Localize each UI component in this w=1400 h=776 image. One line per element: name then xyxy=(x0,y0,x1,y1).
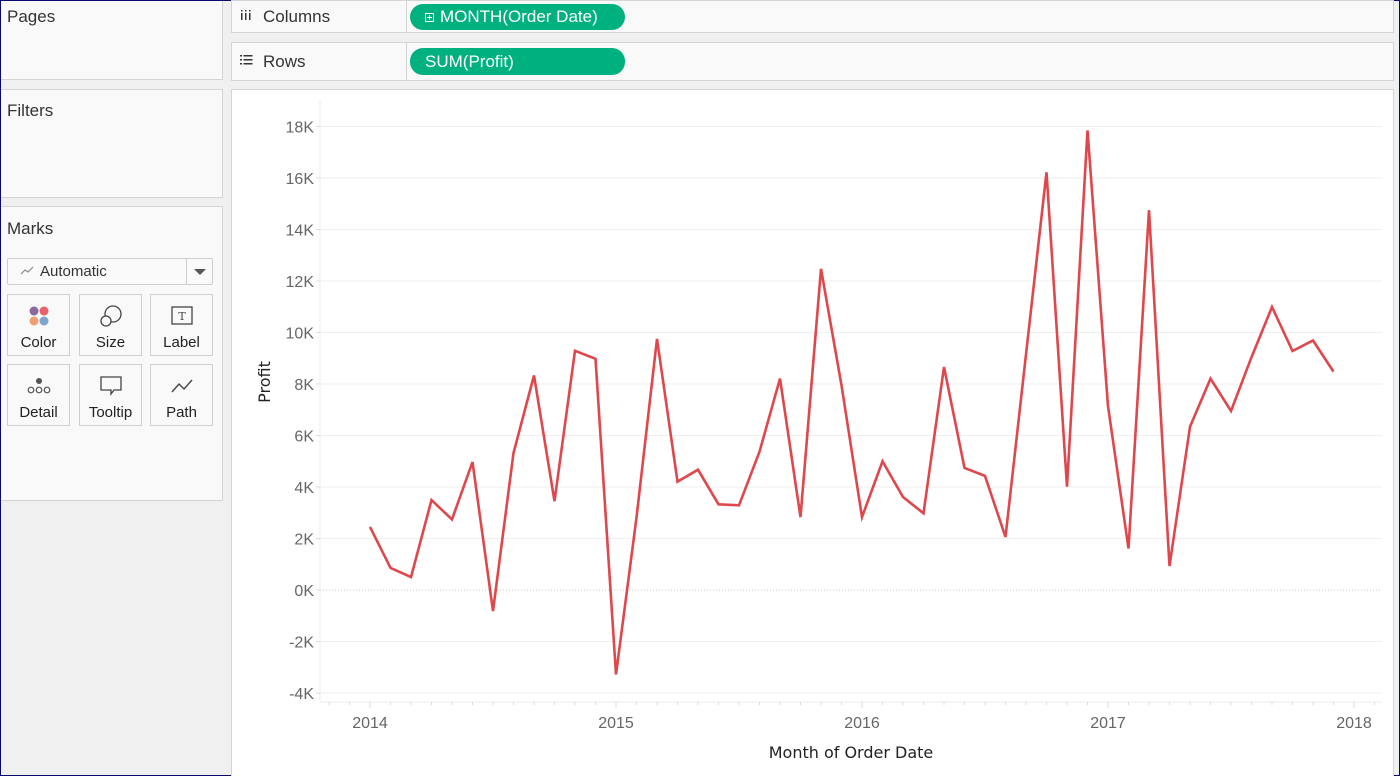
size-label: Size xyxy=(95,334,126,351)
size-button[interactable]: Size xyxy=(79,294,142,356)
y-tick-label: -4K xyxy=(289,686,314,703)
color-icon xyxy=(28,301,50,331)
label-button[interactable]: T Label xyxy=(150,294,213,356)
columns-icon xyxy=(240,9,254,24)
gridlines xyxy=(320,126,1382,694)
y-tick-label: 12K xyxy=(286,274,315,291)
sum-profit-pill[interactable]: SUM(Profit) xyxy=(410,48,625,75)
y-tick-label: 8K xyxy=(294,377,314,394)
viz-pane[interactable]: 18K 16K 14K 12K 10K 8K 6K 4K 2K 0K -2K -4K 2014 2015… xyxy=(231,89,1394,776)
path-icon xyxy=(170,371,193,401)
x-tick-label: 2015 xyxy=(598,715,634,732)
mark-type-label: Automatic xyxy=(40,263,107,280)
mark-type-dropdown[interactable]: Automatic xyxy=(7,258,213,285)
line-mark-icon xyxy=(20,265,34,279)
line-chart[interactable]: 18K 16K 14K 12K 10K 8K 6K 4K 2K 0K -2K -4K 2014 2015… xyxy=(232,90,1395,776)
svg-text:T: T xyxy=(178,310,186,323)
x-tick-label: 2016 xyxy=(844,715,880,732)
columns-shelf-label: Columns xyxy=(232,1,407,32)
chevron-down-icon[interactable] xyxy=(186,259,212,284)
x-tick-label: 2018 xyxy=(1336,715,1372,732)
y-tick-label: 0K xyxy=(294,583,314,600)
path-button[interactable]: Path xyxy=(150,364,213,426)
tooltip-icon xyxy=(99,371,122,401)
filters-title: Filters xyxy=(7,101,54,120)
pill-text: SUM(Profit) xyxy=(425,51,514,71)
tooltip-label: Tooltip xyxy=(88,404,133,421)
detail-label: Detail xyxy=(19,404,58,421)
detail-button[interactable]: Detail xyxy=(7,364,70,426)
marks-title: Marks xyxy=(7,219,54,238)
columns-shelf[interactable]: Columns MONTH(Order Date) xyxy=(231,0,1394,33)
y-axis-title[interactable]: Profit xyxy=(255,361,274,403)
pages-panel[interactable]: Pages xyxy=(1,1,223,80)
x-tick-label: 2014 xyxy=(352,715,388,732)
pages-title: Pages xyxy=(7,7,56,26)
x-axis-title[interactable]: Month of Order Date xyxy=(769,743,934,762)
month-order-date-pill[interactable]: MONTH(Order Date) xyxy=(410,4,625,30)
x-axis[interactable]: 2014 2015 2016 2017 2018 xyxy=(320,701,1382,732)
color-label: Color xyxy=(20,334,57,351)
y-tick-label: 14K xyxy=(286,223,315,240)
rows-label: Rows xyxy=(263,51,306,71)
size-icon xyxy=(99,301,123,331)
profit-line[interactable] xyxy=(368,130,1335,675)
label-label: Label xyxy=(163,334,200,351)
rows-shelf[interactable]: Rows SUM(Profit) xyxy=(231,42,1394,81)
detail-icon xyxy=(27,371,51,401)
pill-text: MONTH(Order Date) xyxy=(440,7,598,26)
series-line[interactable] xyxy=(368,130,1335,675)
path-label: Path xyxy=(166,404,197,421)
y-tick-label: 10K xyxy=(286,326,315,343)
y-tick-label: 2K xyxy=(294,532,314,549)
y-tick-label: 18K xyxy=(286,120,315,137)
columns-label: Columns xyxy=(263,6,331,26)
y-tick-label: -2K xyxy=(289,635,314,652)
marks-panel: Marks Automatic Color Size T xyxy=(1,206,223,501)
y-tick-label: 6K xyxy=(294,429,314,446)
expand-icon[interactable] xyxy=(425,12,434,22)
label-icon: T xyxy=(170,301,193,331)
filters-panel[interactable]: Filters xyxy=(1,89,223,198)
y-tick-label: 16K xyxy=(286,171,315,188)
color-button[interactable]: Color xyxy=(7,294,70,356)
y-tick-label: 4K xyxy=(294,480,314,497)
tooltip-button[interactable]: Tooltip xyxy=(79,364,142,426)
rows-shelf-label: Rows xyxy=(232,43,407,80)
y-axis[interactable]: 18K 16K 14K 12K 10K 8K 6K 4K 2K 0K -2K -4K xyxy=(286,100,321,703)
x-tick-label: 2017 xyxy=(1090,715,1126,732)
rows-icon xyxy=(240,54,254,69)
